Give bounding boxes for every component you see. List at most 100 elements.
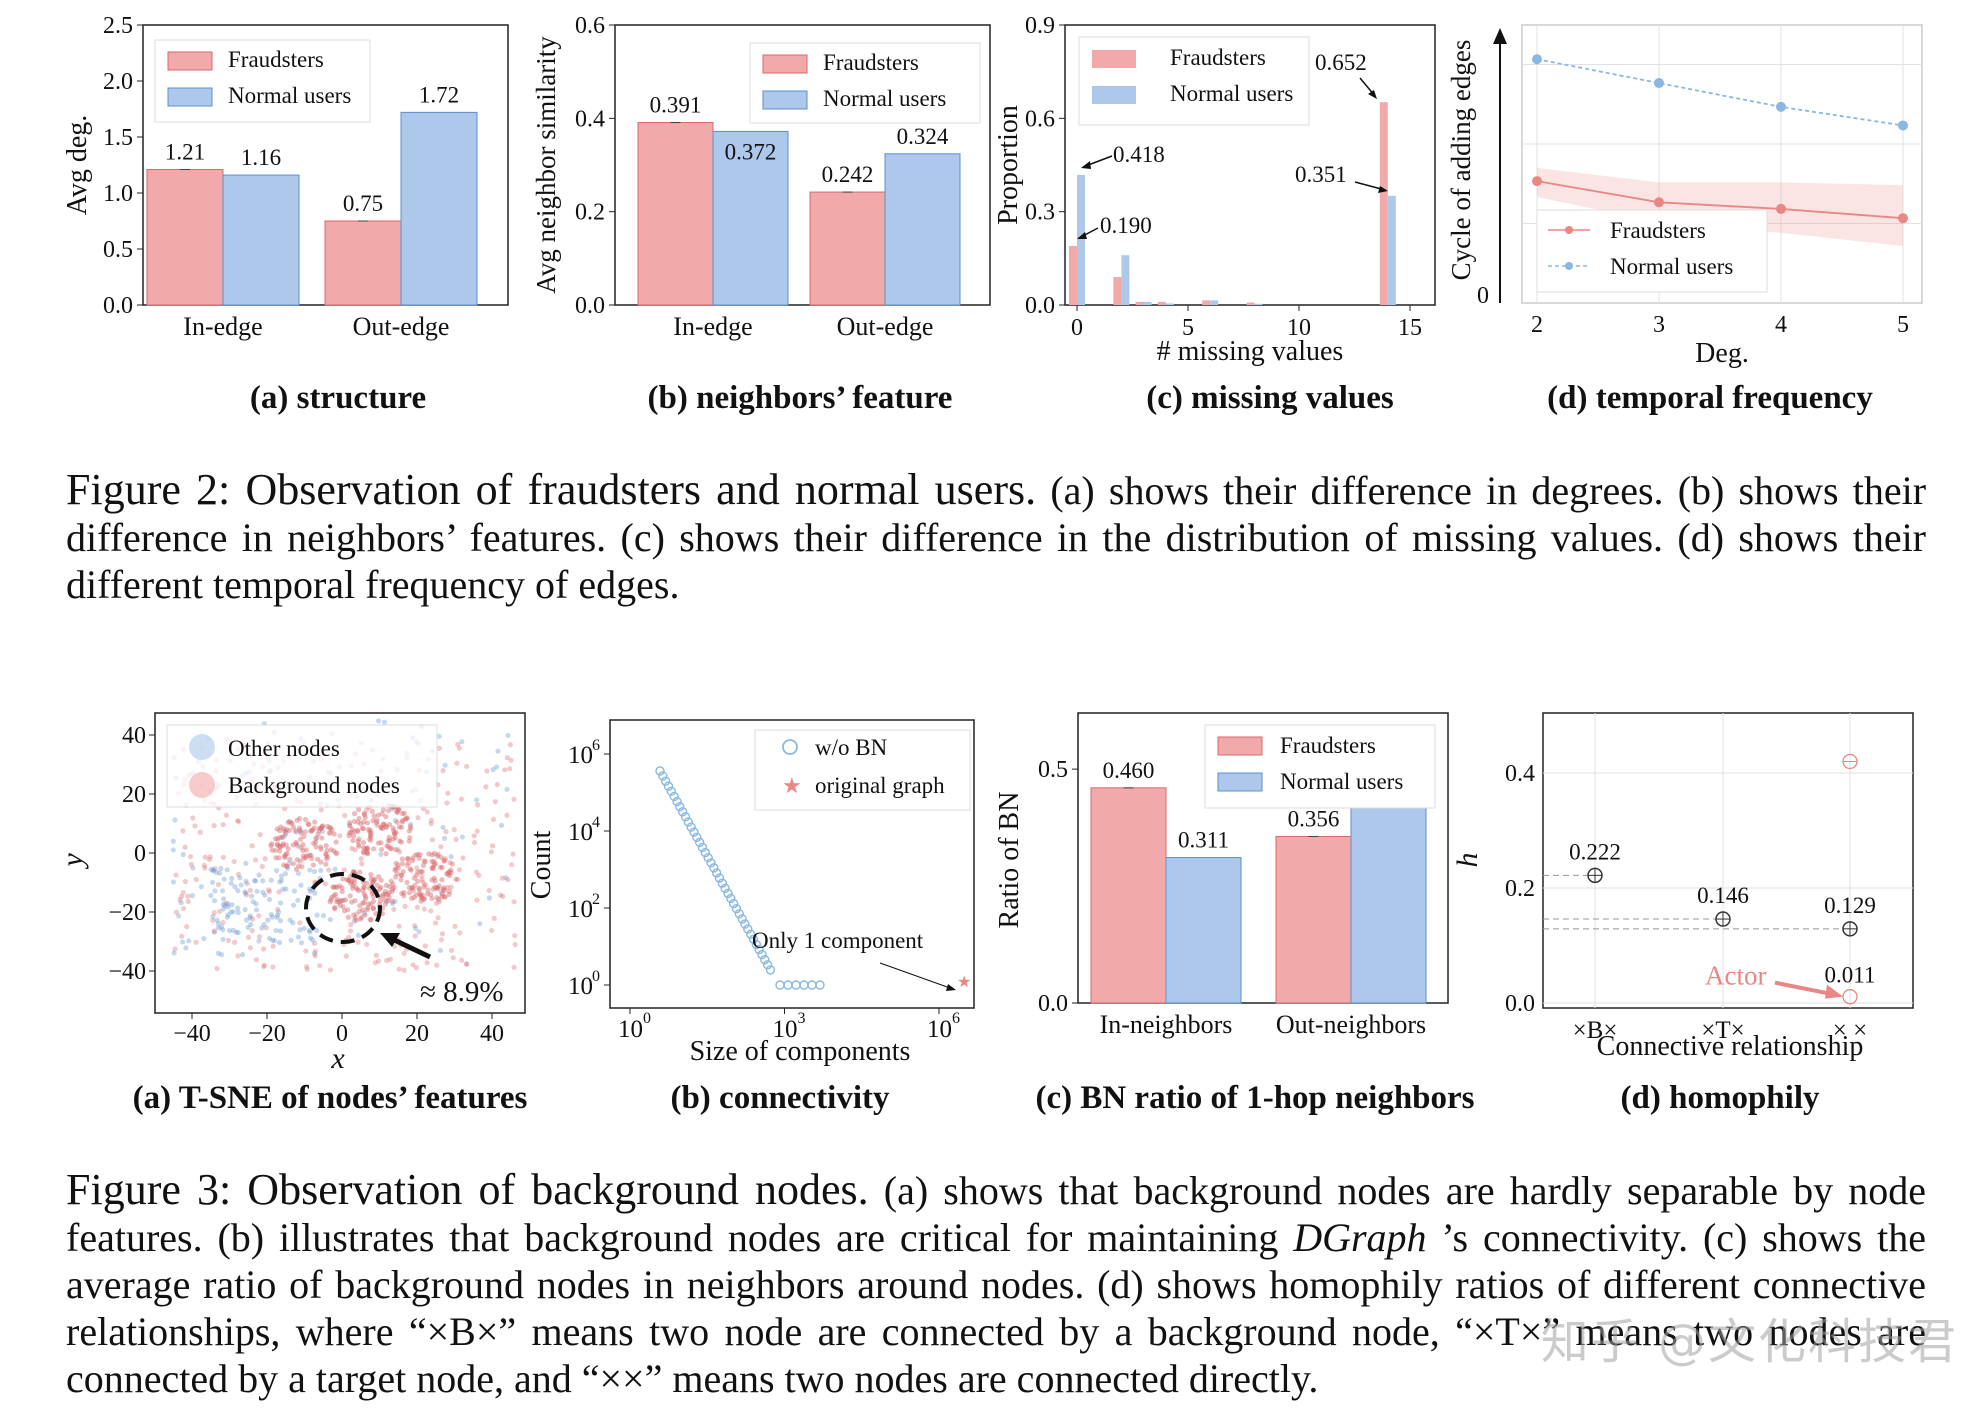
- fig3a-point-bg: [494, 781, 500, 788]
- fig3a-point-other: [239, 951, 246, 958]
- fig3a-point-bg-cluster: [310, 840, 317, 846]
- fig3a-point-bg-cluster: [368, 834, 374, 840]
- fig3a-point-bg-cluster: [421, 884, 427, 890]
- fig2b-legend-fraud: Fraudsters: [823, 50, 919, 75]
- fig3a-point-bg-cluster: [269, 841, 275, 847]
- fig3a-point-bg: [505, 877, 511, 883]
- fig3a-point-bg: [353, 911, 360, 917]
- fig3a-point-bg: [410, 962, 416, 968]
- fig3a-point-bg-cluster: [273, 855, 279, 861]
- fig3d-ytick-label: 0.4: [1505, 761, 1535, 787]
- fig3c-bar-fraud: [1090, 787, 1167, 1004]
- fig3d-ytick-label: 0.2: [1505, 876, 1535, 902]
- fig2a-value-normal: 1.72: [419, 82, 459, 107]
- fig2c-bar-fraud: [1202, 300, 1211, 305]
- fig3a-point-bg: [347, 928, 354, 934]
- fig3a-point-bg-cluster: [429, 877, 435, 883]
- fig3b-xtick-exp: 6: [952, 1010, 960, 1027]
- fig3a-point-bg-cluster: [392, 830, 398, 837]
- fig3a-point-bg-cluster: [297, 858, 303, 864]
- fig2d-ytick0: 0: [1477, 283, 1489, 309]
- fig3a-point-bg: [404, 862, 410, 869]
- fig3b-point-wobn: [723, 888, 733, 899]
- fig3a-point-bg: [428, 908, 434, 914]
- fig3a-point-bg-cluster: [323, 843, 329, 849]
- fig3a-point-bg-cluster: [413, 892, 419, 898]
- fig3a-point-other: [307, 867, 313, 873]
- fig3d-ytick-label: 0.0: [1505, 991, 1535, 1017]
- fig3a-point-other: [477, 921, 483, 927]
- fig3a-point-other: [230, 909, 236, 915]
- fig2a-value-fraud: 0.75: [343, 191, 383, 216]
- fig3b-point-wobn: [709, 863, 719, 873]
- fig3a-caption: (a) T-SNE of nodes’ features: [132, 1080, 528, 1116]
- fig3a-point-bg: [223, 900, 229, 906]
- fig2c-xtick-label: 5: [1182, 315, 1194, 341]
- fig3a-point-bg-cluster: [336, 883, 343, 889]
- fig2c-xtick-label: 10: [1287, 315, 1311, 341]
- fig3a-point-other: [504, 786, 510, 792]
- fig3a-point-bg-cluster: [431, 850, 438, 856]
- fig3a-point-bg-cluster: [413, 872, 420, 878]
- fig3a-point-bg: [509, 862, 515, 868]
- fig3b-point-wobn: [737, 914, 747, 924]
- fig3a-point-other: [295, 897, 301, 903]
- fig3a-legend-bg: Background nodes: [228, 773, 400, 798]
- fig3a-point-bg-cluster: [426, 851, 432, 857]
- fig3a-point-other: [265, 917, 271, 923]
- fig2d-chart: 0 Cycle of adding edges 2 3 4 5 Deg. Frauds…: [1446, 24, 1923, 369]
- fig3a-point-bg: [185, 893, 191, 899]
- fig3a-point-bg-cluster: [378, 825, 384, 831]
- fig3a-xtick-label: −20: [248, 1021, 286, 1047]
- fig3a-point-other: [408, 821, 414, 827]
- fig3a-point-other: [319, 828, 326, 834]
- fig3a-point-bg-cluster: [306, 821, 312, 828]
- fig3a-point-bg-cluster: [393, 860, 399, 866]
- fig3a-point-other: [416, 929, 422, 935]
- fig3a-point-bg-cluster: [446, 869, 452, 875]
- fig2c-ylabel: Proportion: [995, 105, 1024, 225]
- fig3a-point-bg-cluster: [396, 806, 402, 812]
- fig3a-point-bg-cluster: [360, 845, 367, 851]
- fig3a-point-bg-cluster: [436, 883, 442, 889]
- fig3a-point-other: [306, 927, 312, 934]
- fig3a-point-bg: [317, 963, 323, 969]
- fig2c-bar-fraud: [1113, 277, 1122, 305]
- fig3a-point-other: [176, 913, 182, 919]
- fig3b-point-wobn: [658, 771, 668, 781]
- fig3a-point-other: [459, 739, 465, 745]
- fig3a-point-bg: [458, 796, 465, 802]
- fig3c-ytick-label: 0.5: [1038, 757, 1068, 783]
- fig3b-point-wobn: [683, 817, 694, 827]
- fig3a-point-bg-cluster: [371, 813, 377, 819]
- fig3b-point-wobn: [660, 776, 671, 786]
- fig3a-point-bg-cluster: [283, 842, 289, 848]
- fig3a-point-bg-cluster: [371, 846, 377, 852]
- fig3a-point-bg: [214, 965, 220, 972]
- fig2b-value-normal: 0.324: [897, 124, 949, 149]
- fig3a-point-other: [314, 835, 320, 841]
- fig2c-xtick-label: 15: [1398, 315, 1422, 341]
- fig3b-point-wobn: [717, 878, 728, 888]
- fig3d-chart: 0.0 0.2 0.4 h 0.222 0.146 0.129 0.011 Actor ×B…: [1455, 712, 1914, 1062]
- fig3a-point-bg-cluster: [350, 833, 357, 839]
- fig3a-point-bg-cluster: [442, 894, 448, 900]
- fig3a-point-other: [217, 870, 223, 876]
- fig3a-point-bg: [448, 947, 455, 953]
- fig3a-point-other: [201, 936, 207, 942]
- fig3a-point-bg-cluster: [349, 826, 356, 832]
- fig3a-point-bg-cluster: [437, 864, 444, 870]
- fig3a-point-other: [280, 834, 286, 840]
- fig2c-ytick-label: 0.3: [1025, 200, 1055, 226]
- fig3a-point-other: [210, 868, 216, 874]
- fig3a-point-bg-cluster: [368, 872, 374, 878]
- fig3b-point-wobn: [762, 960, 773, 970]
- fig3a-point-bg-cluster: [337, 898, 344, 904]
- fig3a-point-bg-cluster: [390, 828, 397, 834]
- fig2b-legend-normal: Normal users: [823, 86, 946, 111]
- fig3a-point-bg-cluster: [431, 862, 438, 868]
- fig3a-point-bg-cluster: [355, 887, 362, 894]
- fig3a-point-bg-cluster: [283, 827, 290, 833]
- fig3a-point-bg: [412, 923, 418, 929]
- fig3a-point-other: [253, 907, 260, 913]
